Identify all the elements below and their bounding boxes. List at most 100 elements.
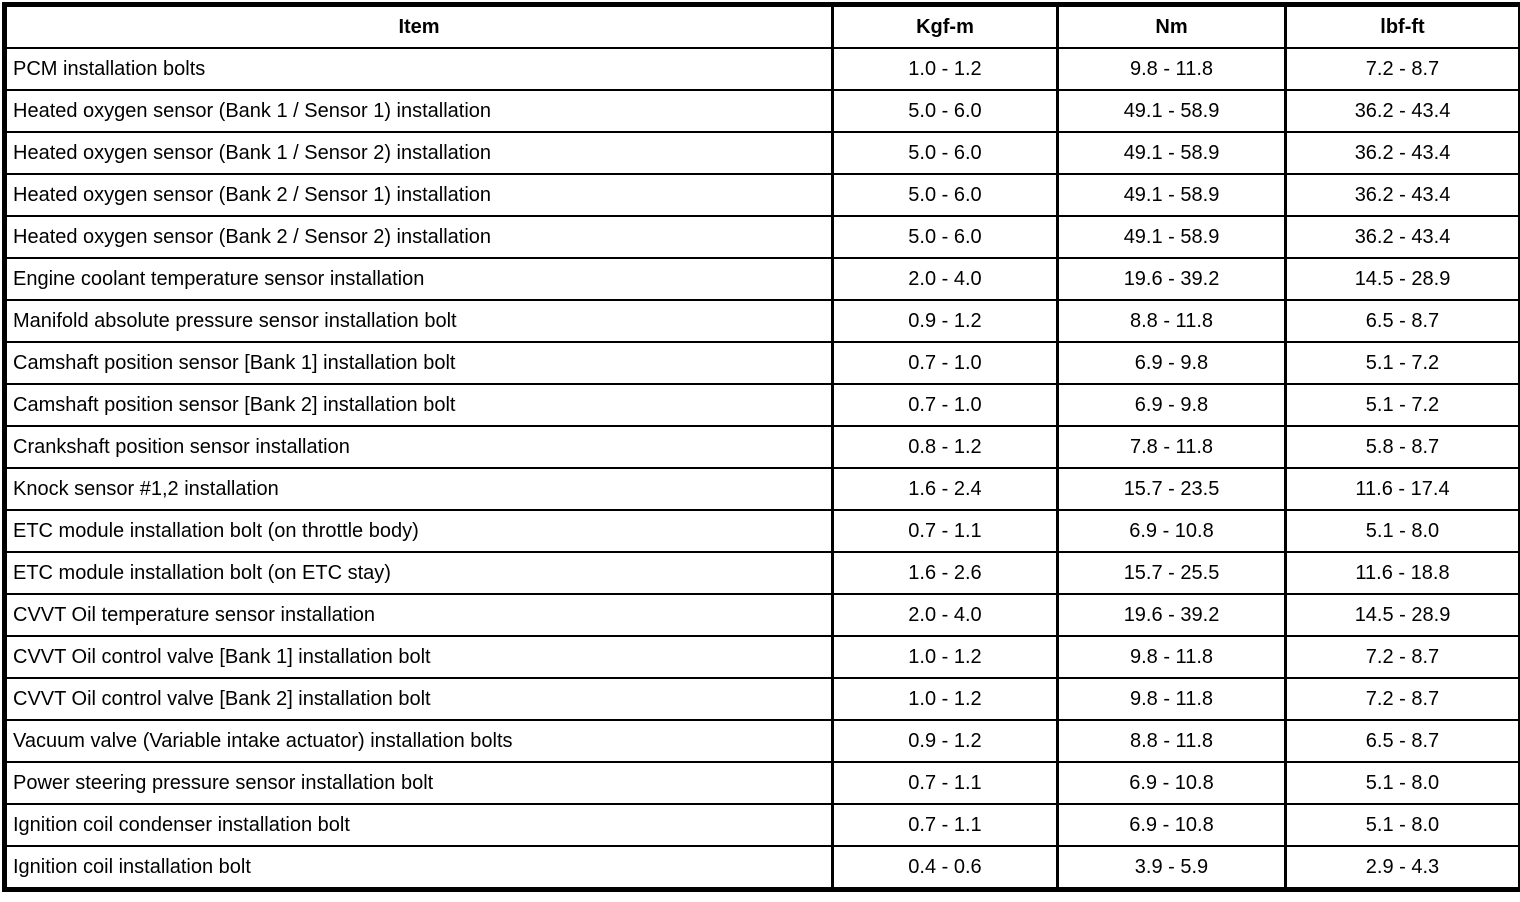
table-row: ETC module installation bolt (on throttl… [3, 509, 1520, 553]
table-row: Ignition coil condenser installation bol… [3, 803, 1520, 847]
lbfft-cell: 5.1 - 8.0 [1284, 761, 1520, 805]
nm-cell: 9.8 - 11.8 [1056, 47, 1287, 91]
table-row: CVVT Oil control valve [Bank 2] installa… [3, 677, 1520, 721]
table-row: Vacuum valve (Variable intake actuator) … [3, 719, 1520, 763]
nm-cell: 49.1 - 58.9 [1056, 131, 1287, 175]
table-row: Heated oxygen sensor (Bank 2 / Sensor 2)… [3, 215, 1520, 259]
lbfft-cell: 36.2 - 43.4 [1284, 173, 1520, 217]
lbfft-cell: 5.1 - 7.2 [1284, 383, 1520, 427]
item-cell: Heated oxygen sensor (Bank 1 / Sensor 1)… [3, 89, 834, 133]
lbfft-cell: 36.2 - 43.4 [1284, 89, 1520, 133]
column-header-lbfft: lbf-ft [1284, 3, 1520, 49]
lbfft-cell: 7.2 - 8.7 [1284, 677, 1520, 721]
item-cell: Heated oxygen sensor (Bank 2 / Sensor 1)… [3, 173, 834, 217]
column-header-nm: Nm [1056, 3, 1287, 49]
kgfm-cell: 5.0 - 6.0 [831, 131, 1059, 175]
kgfm-cell: 1.0 - 1.2 [831, 47, 1059, 91]
nm-cell: 49.1 - 58.9 [1056, 215, 1287, 259]
nm-cell: 6.9 - 10.8 [1056, 803, 1287, 847]
lbfft-cell: 6.5 - 8.7 [1284, 719, 1520, 763]
item-cell: Heated oxygen sensor (Bank 1 / Sensor 2)… [3, 131, 834, 175]
nm-cell: 19.6 - 39.2 [1056, 257, 1287, 301]
table-row: Heated oxygen sensor (Bank 2 / Sensor 1)… [3, 173, 1520, 217]
lbfft-cell: 2.9 - 4.3 [1284, 845, 1520, 891]
table-row: Heated oxygen sensor (Bank 1 / Sensor 1)… [3, 89, 1520, 133]
nm-cell: 49.1 - 58.9 [1056, 89, 1287, 133]
kgfm-cell: 5.0 - 6.0 [831, 173, 1059, 217]
lbfft-cell: 36.2 - 43.4 [1284, 215, 1520, 259]
kgfm-cell: 2.0 - 4.0 [831, 257, 1059, 301]
item-cell: Crankshaft position sensor installation [3, 425, 834, 469]
kgfm-cell: 1.0 - 1.2 [831, 635, 1059, 679]
nm-cell: 49.1 - 58.9 [1056, 173, 1287, 217]
nm-cell: 6.9 - 10.8 [1056, 761, 1287, 805]
table-row: Camshaft position sensor [Bank 1] instal… [3, 341, 1520, 385]
column-header-item: Item [3, 3, 834, 49]
item-cell: CVVT Oil temperature sensor installation [3, 593, 834, 637]
column-header-kgfm: Kgf-m [831, 3, 1059, 49]
nm-cell: 3.9 - 5.9 [1056, 845, 1287, 891]
table-row: ETC module installation bolt (on ETC sta… [3, 551, 1520, 595]
table-row: Engine coolant temperature sensor instal… [3, 257, 1520, 301]
item-cell: Camshaft position sensor [Bank 2] instal… [3, 383, 834, 427]
nm-cell: 15.7 - 25.5 [1056, 551, 1287, 595]
kgfm-cell: 0.7 - 1.0 [831, 341, 1059, 385]
lbfft-cell: 5.1 - 8.0 [1284, 509, 1520, 553]
lbfft-cell: 11.6 - 18.8 [1284, 551, 1520, 595]
kgfm-cell: 0.7 - 1.0 [831, 383, 1059, 427]
nm-cell: 9.8 - 11.8 [1056, 677, 1287, 721]
kgfm-cell: 0.7 - 1.1 [831, 803, 1059, 847]
table-row: Knock sensor #1,2 installation 1.6 - 2.4 1… [3, 467, 1520, 511]
item-cell: Heated oxygen sensor (Bank 2 / Sensor 2)… [3, 215, 834, 259]
lbfft-cell: 14.5 - 28.9 [1284, 257, 1520, 301]
nm-cell: 6.9 - 9.8 [1056, 383, 1287, 427]
lbfft-cell: 5.1 - 8.0 [1284, 803, 1520, 847]
lbfft-cell: 6.5 - 8.7 [1284, 299, 1520, 343]
table-row: Crankshaft position sensor installation 0… [3, 425, 1520, 469]
lbfft-cell: 5.8 - 8.7 [1284, 425, 1520, 469]
item-cell: Manifold absolute pressure sensor instal… [3, 299, 834, 343]
item-cell: Vacuum valve (Variable intake actuator) … [3, 719, 834, 763]
item-cell: Power steering pressure sensor installat… [3, 761, 834, 805]
table-row: PCM installation bolts 1.0 - 1.2 9.8 - 11.… [3, 47, 1520, 91]
kgfm-cell: 1.6 - 2.6 [831, 551, 1059, 595]
kgfm-cell: 0.9 - 1.2 [831, 719, 1059, 763]
lbfft-cell: 36.2 - 43.4 [1284, 131, 1520, 175]
nm-cell: 8.8 - 11.8 [1056, 299, 1287, 343]
kgfm-cell: 2.0 - 4.0 [831, 593, 1059, 637]
lbfft-cell: 7.2 - 8.7 [1284, 47, 1520, 91]
item-cell: Camshaft position sensor [Bank 1] instal… [3, 341, 834, 385]
kgfm-cell: 0.9 - 1.2 [831, 299, 1059, 343]
kgfm-cell: 5.0 - 6.0 [831, 215, 1059, 259]
kgfm-cell: 0.7 - 1.1 [831, 509, 1059, 553]
table-header-row: Item Kgf-m Nm lbf-ft [3, 3, 1520, 49]
table-row: Ignition coil installation bolt 0.4 - 0.6… [3, 845, 1520, 891]
kgfm-cell: 1.6 - 2.4 [831, 467, 1059, 511]
item-cell: Engine coolant temperature sensor instal… [3, 257, 834, 301]
table-body: PCM installation bolts 1.0 - 1.2 9.8 - 11.… [3, 47, 1520, 891]
lbfft-cell: 11.6 - 17.4 [1284, 467, 1520, 511]
table-row: CVVT Oil control valve [Bank 1] installa… [3, 635, 1520, 679]
nm-cell: 19.6 - 39.2 [1056, 593, 1287, 637]
item-cell: Ignition coil condenser installation bol… [3, 803, 834, 847]
table-row: Heated oxygen sensor (Bank 1 / Sensor 2)… [3, 131, 1520, 175]
table-row: CVVT Oil temperature sensor installation… [3, 593, 1520, 637]
nm-cell: 6.9 - 10.8 [1056, 509, 1287, 553]
lbfft-cell: 14.5 - 28.9 [1284, 593, 1520, 637]
item-cell: ETC module installation bolt (on throttl… [3, 509, 834, 553]
kgfm-cell: 0.4 - 0.6 [831, 845, 1059, 891]
kgfm-cell: 1.0 - 1.2 [831, 677, 1059, 721]
item-cell: Knock sensor #1,2 installation [3, 467, 834, 511]
table-row: Camshaft position sensor [Bank 2] instal… [3, 383, 1520, 427]
item-cell: CVVT Oil control valve [Bank 2] installa… [3, 677, 834, 721]
lbfft-cell: 5.1 - 7.2 [1284, 341, 1520, 385]
item-cell: ETC module installation bolt (on ETC sta… [3, 551, 834, 595]
kgfm-cell: 0.8 - 1.2 [831, 425, 1059, 469]
nm-cell: 15.7 - 23.5 [1056, 467, 1287, 511]
lbfft-cell: 7.2 - 8.7 [1284, 635, 1520, 679]
nm-cell: 8.8 - 11.8 [1056, 719, 1287, 763]
kgfm-cell: 5.0 - 6.0 [831, 89, 1059, 133]
nm-cell: 6.9 - 9.8 [1056, 341, 1287, 385]
item-cell: PCM installation bolts [3, 47, 834, 91]
